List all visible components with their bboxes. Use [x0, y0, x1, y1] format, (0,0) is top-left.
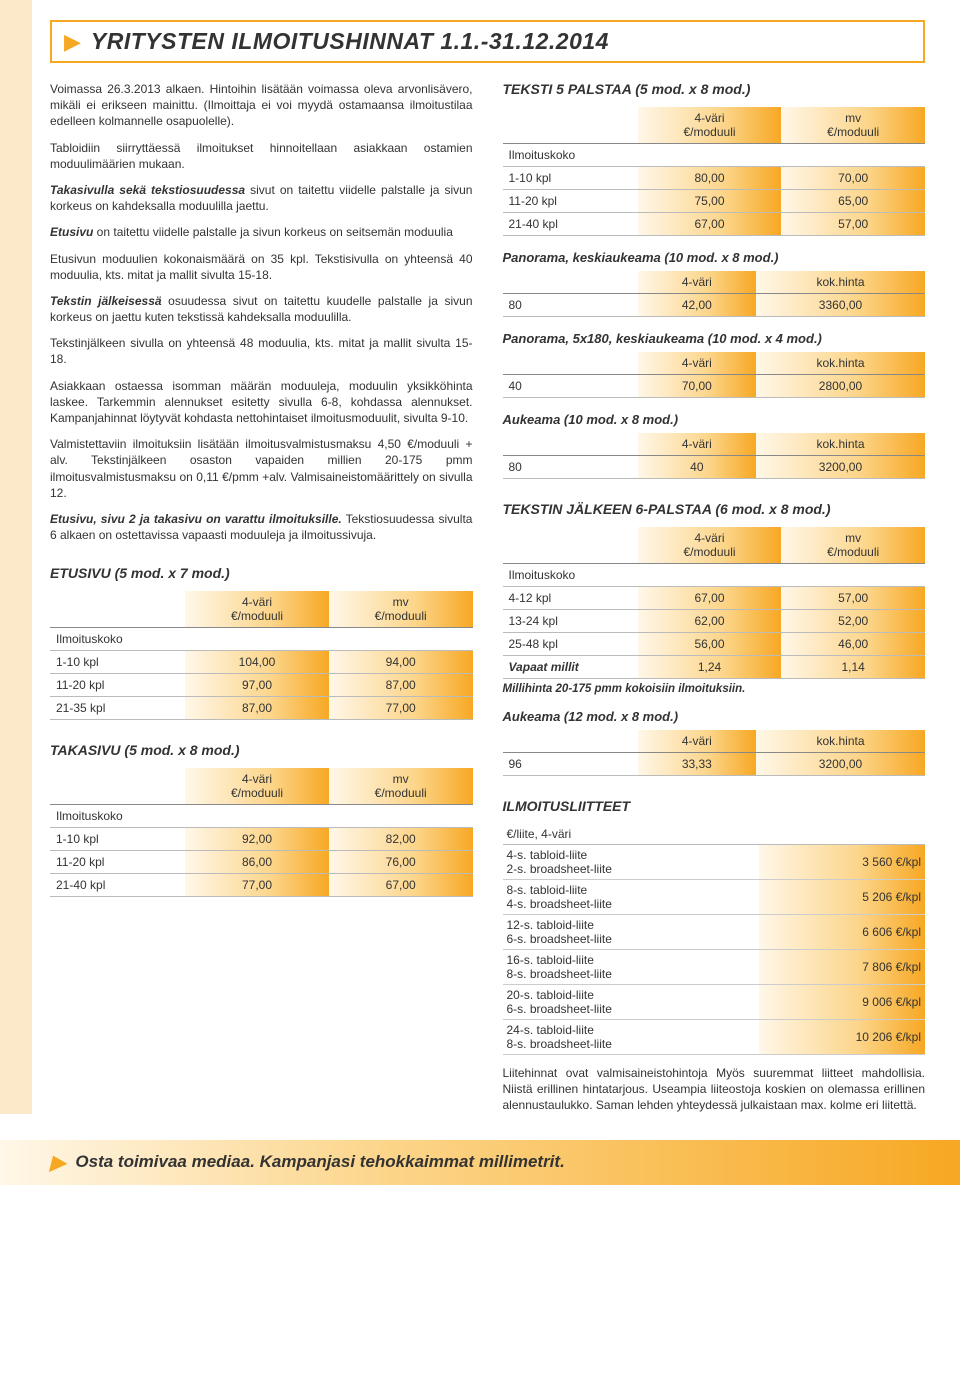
panorama2-table: 4-värikok.hinta 4070,002800,00 [503, 352, 926, 398]
table-row: 8042,003360,00 [503, 294, 926, 317]
table-row: 20-s. tabloid-liite6-s. broadsheet-liite… [503, 985, 926, 1020]
left-stripe [0, 0, 32, 1114]
table-row: 24-s. tabloid-liite8-s. broadsheet-liite… [503, 1020, 926, 1055]
intro-p4: Etusivu on taitettu viidelle palstalle j… [50, 224, 473, 240]
table-row: 9633,333200,00 [503, 753, 926, 776]
aukeama2-title: Aukeama (12 mod. x 8 mod.) [503, 709, 926, 724]
table-row: 11-20 kpl97,0087,00 [50, 674, 473, 697]
takasivu-table: 4-väri €/moduuli mv €/moduuli Ilmoitusko… [50, 768, 473, 897]
panorama2-title: Panorama, 5x180, keskiaukeama (10 mod. x… [503, 331, 926, 346]
intro-p5: Etusivun moduulien kokonaismäärä on 35 k… [50, 251, 473, 283]
table-row: 4-12 kpl67,0057,00 [503, 587, 926, 610]
intro-p1: Voimassa 26.3.2013 alkaen. Hintoihin lis… [50, 81, 473, 130]
content-columns: Voimassa 26.3.2013 alkaen. Hintoihin lis… [50, 81, 925, 1114]
table-row: 8-s. tabloid-liite4-s. broadsheet-liite5… [503, 880, 926, 915]
intro-p2: Tabloidiin siirryttäessä ilmoitukset hin… [50, 140, 473, 172]
triangle-icon: ▶ [64, 29, 81, 55]
table-row: 25-48 kpl56,0046,00 [503, 633, 926, 656]
table-row: 11-20 kpl86,0076,00 [50, 851, 473, 874]
aukeama1-table: 4-värikok.hinta 80403200,00 [503, 433, 926, 479]
page-header: ▶ YRITYSTEN ILMOITUSHINNAT 1.1.-31.12.20… [50, 20, 925, 63]
table-row: 16-s. tabloid-liite8-s. broadsheet-liite… [503, 950, 926, 985]
table-row: 21-40 kpl77,0067,00 [50, 874, 473, 897]
footer-text: Osta toimivaa mediaa. Kampanjasi tehokka… [75, 1152, 564, 1172]
table-row: 4-s. tabloid-liite2-s. broadsheet-liite3… [503, 845, 926, 880]
millihinta-footnote: Millihinta 20-175 pmm kokoisiin ilmoituk… [503, 683, 926, 695]
takasivu-title: TAKASIVU (5 mod. x 8 mod.) [50, 742, 473, 758]
triangle-icon: ▶ [50, 1150, 65, 1175]
table-row: 12-s. tabloid-liite6-s. broadsheet-liite… [503, 915, 926, 950]
right-column: TEKSTI 5 PALSTAA (5 mod. x 8 mod.) 4-vär… [503, 81, 926, 1114]
teksti5-title: TEKSTI 5 PALSTAA (5 mod. x 8 mod.) [503, 81, 926, 97]
intro-p8: Asiakkaan ostaessa isomman määrän moduul… [50, 378, 473, 427]
tekstinjalkeen-title: TEKSTIN JÄLKEEN 6-PALSTAA (6 mod. x 8 mo… [503, 501, 926, 517]
intro-p9: Valmistettaviin ilmoituksiin lisätään il… [50, 436, 473, 501]
table-row: 1-10 kpl104,0094,00 [50, 651, 473, 674]
etusivu-title: ETUSIVU (5 mod. x 7 mod.) [50, 565, 473, 581]
etusivu-table: 4-väri €/moduuli mv €/moduuli Ilmoitusko… [50, 591, 473, 720]
table-row: Vapaat millit1,241,14 [503, 656, 926, 679]
page-footer: ▶ Osta toimivaa mediaa. Kampanjasi tehok… [0, 1140, 960, 1185]
liitteet-title: ILMOITUSLIITTEET [503, 798, 926, 814]
page: ▶ YRITYSTEN ILMOITUSHINNAT 1.1.-31.12.20… [0, 0, 960, 1114]
teksti5-table: 4-väri €/moduuli mv €/moduuli Ilmoitusko… [503, 107, 926, 236]
table-row: 13-24 kpl62,0052,00 [503, 610, 926, 633]
aukeama1-title: Aukeama (10 mod. x 8 mod.) [503, 412, 926, 427]
intro-text: Voimassa 26.3.2013 alkaen. Hintoihin lis… [50, 81, 473, 543]
liitteet-bottom-text: Liitehinnat ovat valmisaineistohintoja M… [503, 1065, 926, 1114]
tekstinjalkeen-table: 4-väri €/moduuli mv €/moduuli Ilmoitusko… [503, 527, 926, 679]
left-column: Voimassa 26.3.2013 alkaen. Hintoihin lis… [50, 81, 473, 1114]
panorama1-table: 4-värikok.hinta 8042,003360,00 [503, 271, 926, 317]
table-row: 1-10 kpl80,0070,00 [503, 167, 926, 190]
table-row: 21-40 kpl67,0057,00 [503, 213, 926, 236]
intro-p3: Takasivulla sekä tekstiosuudessa sivut o… [50, 182, 473, 214]
aukeama2-table: 4-värikok.hinta 9633,333200,00 [503, 730, 926, 776]
liitteet-subhead: €/liite, 4-väri [503, 824, 926, 845]
table-row: 21-35 kpl87,0077,00 [50, 697, 473, 720]
panorama1-title: Panorama, keskiaukeama (10 mod. x 8 mod.… [503, 250, 926, 265]
page-title: YRITYSTEN ILMOITUSHINNAT 1.1.-31.12.2014 [91, 28, 609, 55]
intro-p6: Tekstin jälkeisessä osuudessa sivut on t… [50, 293, 473, 325]
table-row: 11-20 kpl75,0065,00 [503, 190, 926, 213]
table-row: 80403200,00 [503, 456, 926, 479]
table-row: 1-10 kpl92,0082,00 [50, 828, 473, 851]
intro-p10: Etusivu, sivu 2 ja takasivu on varattu i… [50, 511, 473, 543]
intro-p7: Tekstinjälkeen sivulla on yhteensä 48 mo… [50, 335, 473, 367]
liitteet-table: 4-s. tabloid-liite2-s. broadsheet-liite3… [503, 845, 926, 1055]
table-row: 4070,002800,00 [503, 375, 926, 398]
